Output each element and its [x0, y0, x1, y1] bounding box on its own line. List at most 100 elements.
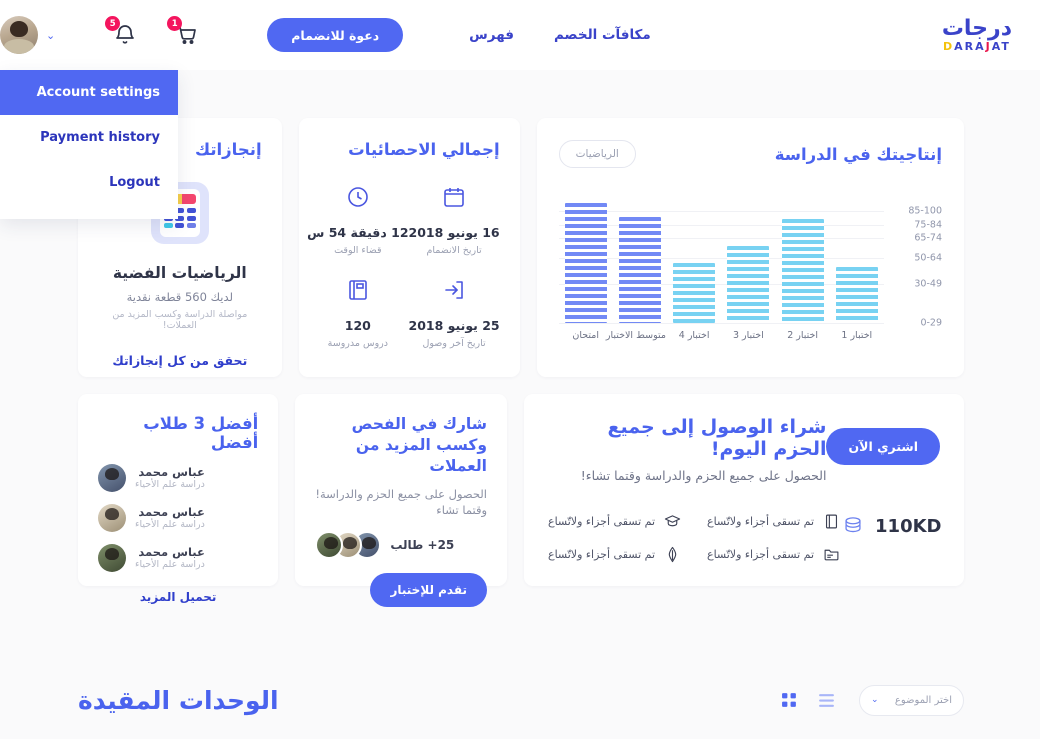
avatar	[98, 504, 126, 532]
feature-text: تم تسقى أجزاء ولاتّساع	[707, 515, 815, 528]
grid-view-icon[interactable]	[781, 692, 798, 709]
student-name: عباس محمد	[138, 544, 205, 559]
account-menu-trigger[interactable]: ⌄	[0, 16, 55, 54]
stat-join-date: 16 يونيو 2018 تاريخ الانضمام	[409, 185, 500, 256]
chart-gridline	[558, 284, 884, 286]
pen-icon	[668, 546, 677, 563]
feature-text: تم تسقى أجزاء ولاتّساع	[707, 548, 815, 561]
book-icon	[826, 514, 838, 529]
chart-bar	[835, 267, 878, 323]
chart-bar-column	[777, 190, 829, 323]
purchase-details: تم تسقى أجزاء ولاتّساع تم تسقى أجزاء ولا…	[548, 513, 942, 563]
chevron-down-icon: ⌄	[871, 695, 879, 705]
dashboard-content: إنجازاتك الرياضيات الفضية لديك 560 قطعة …	[78, 118, 964, 608]
nav-discount-rewards[interactable]: مكافآت الخصم	[553, 27, 651, 43]
chart-gridline	[558, 211, 884, 213]
chart-x-tick-label: اختبار 1	[841, 329, 873, 341]
feature-item: تم تسقى أجزاء ولاتّساع	[548, 546, 681, 563]
chart-bar	[618, 217, 661, 323]
chart-y-axis: 0-29 30-49 50-64 65-74 75-84 85-100	[888, 190, 942, 329]
view-mode-toggle	[781, 692, 835, 709]
invite-button[interactable]: دعوة للانضمام	[267, 18, 404, 52]
avatar	[0, 16, 38, 54]
menu-item-payment-history[interactable]: Payment history	[40, 130, 160, 145]
purchase-header: شراء الوصول إلى جميع الحزم اليوم! الحصول…	[548, 416, 940, 483]
notifications-button[interactable]: 5	[105, 16, 137, 47]
chart-y-tick-label: 75-84	[914, 219, 942, 231]
list-item[interactable]: عباس محمد دراسة علم الأحياء	[98, 544, 258, 572]
chart-x-axis: امتحان متوسط الاختبار اختبار 4 اختبار 3 اختب…	[559, 325, 884, 345]
stat-lessons: 120 دروس مدروسة	[307, 278, 408, 349]
list-view-icon[interactable]	[818, 692, 835, 709]
chart-gridline	[558, 237, 884, 239]
feature-item: تم تسقى أجزاء ولاتّساع	[548, 513, 681, 530]
statistics-grid: 16 يونيو 2018 تاريخ الانضمام 12 دقيقة 54…	[307, 185, 500, 349]
statistics-title: إجمالي الاحصائيات	[348, 140, 500, 159]
exam-title: شارك في الفحص وكسب المزيد من العملات	[351, 415, 487, 475]
chart-bar	[727, 246, 770, 323]
folder-icon	[824, 549, 839, 561]
clock-icon	[348, 187, 368, 207]
avatar	[315, 531, 344, 560]
price-value: 110KD	[875, 515, 942, 537]
top-students-card: أفضل 3 طلاب أفضل عباس محمد دراسة علم الأ…	[78, 394, 279, 604]
avatar	[98, 464, 126, 492]
list-item[interactable]: عباس محمد دراسة علم الأحياء	[98, 504, 258, 532]
purchase-title: شراء الوصول إلى جميع الحزم اليوم!	[607, 416, 827, 460]
productivity-chart-card: إنتاجيتك في الدراسة الرياضيات 0-29 30-49 5…	[536, 118, 964, 377]
bell-icon	[116, 25, 135, 44]
list-item[interactable]: عباس محمد دراسة علم الأحياء	[98, 464, 258, 492]
units-section-bar: الوحدات المقيدة اختر الموضوع ⌄	[78, 672, 964, 728]
achievements-link[interactable]: تحقق من كل إنجازاتك	[112, 353, 248, 368]
chart-gridline	[558, 257, 884, 259]
account-dropdown-menu: Account settings Payment history Logout	[0, 70, 178, 219]
chart-bars	[559, 190, 884, 323]
stat-label: تاريخ الانضمام	[426, 245, 482, 256]
chart-y-tick-label: 85-100	[908, 205, 942, 217]
feature-text: تم تسقى أجزاء ولاتّساع	[548, 515, 656, 528]
brand-logo[interactable]: درجات DARAJAT	[941, 16, 1012, 53]
units-controls: اختر الموضوع ⌄	[781, 684, 964, 716]
statistics-card: إجمالي الاحصائيات 16 يونيو 2018 تاريخ ال…	[298, 118, 520, 377]
feature-text: تم تسقى أجزاء ولاتّساع	[548, 548, 656, 561]
chart-bar	[781, 219, 824, 323]
menu-item-account-settings[interactable]: Account settings	[0, 70, 178, 115]
purchase-subtitle: الحصول على جميع الحزم والدراسة وقتما تشا…	[580, 468, 827, 483]
logo-latin-text: DARAJAT	[942, 40, 1011, 53]
chart-x-tick-label: امتحان	[572, 329, 600, 341]
stat-value: 120	[344, 318, 371, 333]
chart-y-tick-label: 0-29	[920, 317, 942, 329]
menu-item-logout[interactable]: Logout	[109, 175, 160, 190]
nav-index[interactable]: فهرس	[469, 27, 514, 43]
calendar-icon	[444, 188, 464, 207]
achievement-badge-name: الرياضيات الفضية	[112, 264, 247, 282]
chart-bar-column	[831, 190, 883, 323]
chart-subject-filter[interactable]: الرياضيات	[558, 140, 636, 168]
chart-x-tick-label: اختبار 4	[678, 329, 710, 341]
exam-invite-card: شارك في الفحص وكسب المزيد من العملات الح…	[295, 394, 507, 608]
load-more-link[interactable]: تحميل المزيد	[139, 590, 217, 604]
chart-title: إنتاجيتك في الدراسة	[774, 144, 942, 164]
book-icon	[349, 280, 367, 300]
exam-subtitle: الحصول على جميع الحزم والدراسة! وقتما تش…	[315, 486, 487, 518]
stat-value: 12 دقيقة 54 س	[307, 225, 409, 240]
cart-button[interactable]: 1	[167, 16, 199, 47]
chart-x-tick-label: اختبار 2	[787, 329, 818, 341]
main-navigation: مكافآت الخصم فهرس	[469, 27, 651, 43]
stat-last-access: 25 يونيو 2018 تاريخ آخر وصول	[409, 278, 500, 349]
price-block: 110KD	[840, 515, 942, 537]
student-subject: دراسة علم الأحياء	[135, 479, 205, 491]
buy-now-button[interactable]: اشتري الآن	[826, 428, 940, 465]
stat-value: 25 يونيو 2018	[408, 318, 500, 333]
login-arrow-icon	[445, 281, 463, 299]
student-subject: دراسة علم الأحياء	[135, 519, 205, 531]
logo-arabic-text: درجات	[941, 16, 1012, 41]
subject-select[interactable]: اختر الموضوع ⌄	[859, 684, 964, 716]
chart-header: إنتاجيتك في الدراسة الرياضيات	[558, 140, 942, 168]
chart-x-tick-label: اختبار 3	[732, 329, 764, 341]
stat-time-spent: 12 دقيقة 54 س قضاء الوقت	[307, 185, 409, 256]
chart-gridlines	[558, 190, 884, 324]
chart-bar	[564, 203, 607, 323]
chart-bar-column	[668, 190, 720, 323]
apply-exam-button[interactable]: تقدم للإختبار	[370, 573, 487, 608]
